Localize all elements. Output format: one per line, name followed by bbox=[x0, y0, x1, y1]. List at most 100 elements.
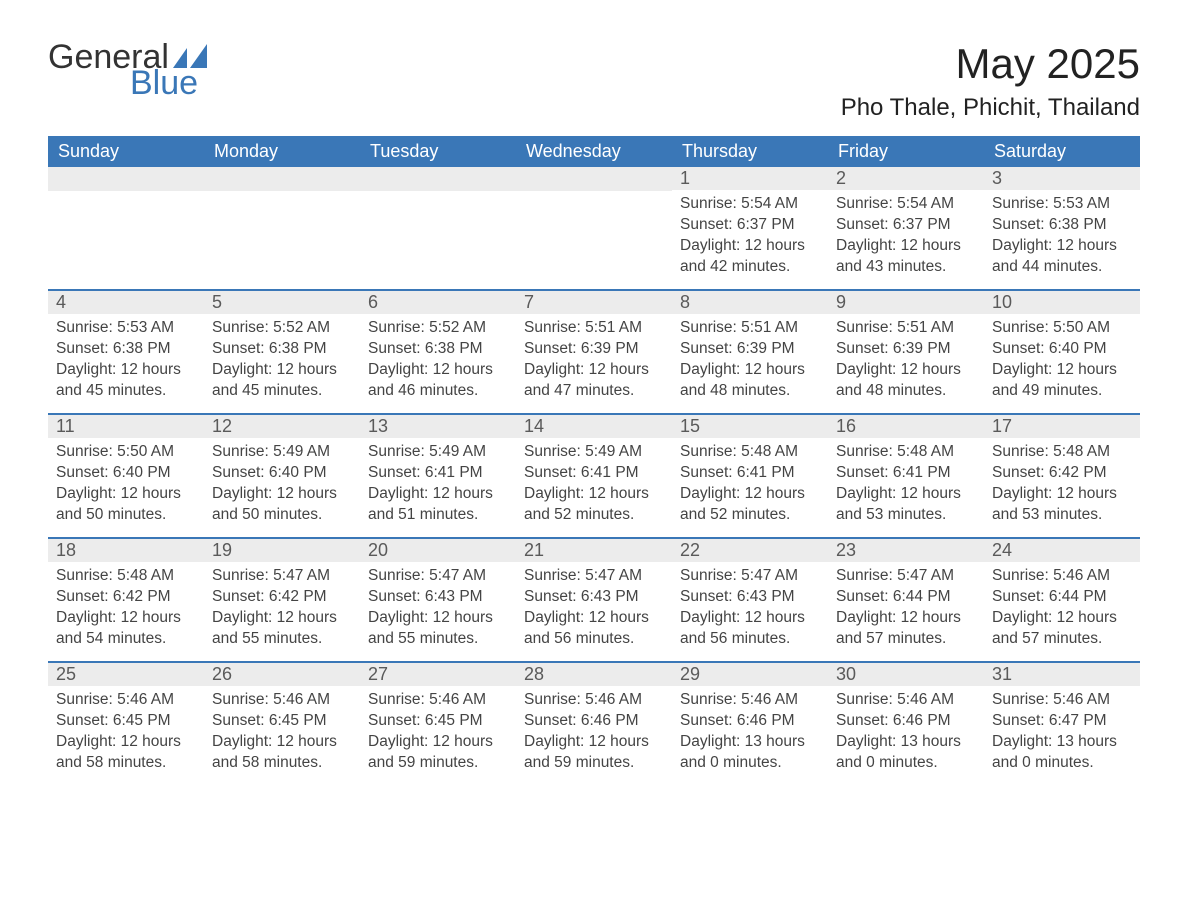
day-number: 24 bbox=[984, 539, 1140, 562]
daylight-text: Daylight: 12 hours and 59 minutes. bbox=[524, 732, 664, 774]
sunrise-text: Sunrise: 5:53 AM bbox=[56, 318, 196, 339]
day-number: 5 bbox=[204, 291, 360, 314]
logo-text-blue: Blue bbox=[130, 66, 207, 100]
weekday-header: Sunday Monday Tuesday Wednesday Thursday… bbox=[48, 136, 1140, 167]
daylight-text: Daylight: 12 hours and 51 minutes. bbox=[368, 484, 508, 526]
day-cell: 3Sunrise: 5:53 AMSunset: 6:38 PMDaylight… bbox=[984, 167, 1140, 289]
location: Pho Thale, Phichit, Thailand bbox=[841, 94, 1140, 122]
sunset-text: Sunset: 6:40 PM bbox=[212, 463, 352, 484]
day-cell: 21Sunrise: 5:47 AMSunset: 6:43 PMDayligh… bbox=[516, 539, 672, 661]
day-detail: Sunrise: 5:47 AMSunset: 6:43 PMDaylight:… bbox=[672, 562, 828, 658]
sunrise-text: Sunrise: 5:48 AM bbox=[56, 566, 196, 587]
sunrise-text: Sunrise: 5:52 AM bbox=[368, 318, 508, 339]
daylight-text: Daylight: 12 hours and 58 minutes. bbox=[212, 732, 352, 774]
day-number: 3 bbox=[984, 167, 1140, 190]
day-cell bbox=[204, 167, 360, 289]
day-detail: Sunrise: 5:46 AMSunset: 6:45 PMDaylight:… bbox=[204, 686, 360, 782]
day-cell: 10Sunrise: 5:50 AMSunset: 6:40 PMDayligh… bbox=[984, 291, 1140, 413]
day-cell bbox=[360, 167, 516, 289]
day-detail: Sunrise: 5:47 AMSunset: 6:43 PMDaylight:… bbox=[360, 562, 516, 658]
day-detail: Sunrise: 5:47 AMSunset: 6:42 PMDaylight:… bbox=[204, 562, 360, 658]
daylight-text: Daylight: 12 hours and 59 minutes. bbox=[368, 732, 508, 774]
day-cell: 20Sunrise: 5:47 AMSunset: 6:43 PMDayligh… bbox=[360, 539, 516, 661]
weekday-label: Tuesday bbox=[360, 136, 516, 167]
sunrise-text: Sunrise: 5:46 AM bbox=[680, 690, 820, 711]
day-cell: 26Sunrise: 5:46 AMSunset: 6:45 PMDayligh… bbox=[204, 663, 360, 785]
daylight-text: Daylight: 12 hours and 49 minutes. bbox=[992, 360, 1132, 402]
sunrise-text: Sunrise: 5:48 AM bbox=[680, 442, 820, 463]
weekday-label: Sunday bbox=[48, 136, 204, 167]
weekday-label: Saturday bbox=[984, 136, 1140, 167]
daylight-text: Daylight: 12 hours and 48 minutes. bbox=[680, 360, 820, 402]
day-cell: 5Sunrise: 5:52 AMSunset: 6:38 PMDaylight… bbox=[204, 291, 360, 413]
day-cell: 24Sunrise: 5:46 AMSunset: 6:44 PMDayligh… bbox=[984, 539, 1140, 661]
day-detail: Sunrise: 5:52 AMSunset: 6:38 PMDaylight:… bbox=[360, 314, 516, 410]
weekday-label: Wednesday bbox=[516, 136, 672, 167]
sunset-text: Sunset: 6:40 PM bbox=[992, 339, 1132, 360]
day-cell: 4Sunrise: 5:53 AMSunset: 6:38 PMDaylight… bbox=[48, 291, 204, 413]
day-number: 29 bbox=[672, 663, 828, 686]
day-number: 27 bbox=[360, 663, 516, 686]
daylight-text: Daylight: 13 hours and 0 minutes. bbox=[836, 732, 976, 774]
day-detail: Sunrise: 5:46 AMSunset: 6:46 PMDaylight:… bbox=[828, 686, 984, 782]
day-number: 10 bbox=[984, 291, 1140, 314]
header: General Blue May 2025 Pho Thale, Phichit… bbox=[48, 40, 1140, 122]
sunset-text: Sunset: 6:43 PM bbox=[524, 587, 664, 608]
month-title: May 2025 bbox=[841, 40, 1140, 88]
day-cell bbox=[48, 167, 204, 289]
daylight-text: Daylight: 12 hours and 53 minutes. bbox=[836, 484, 976, 526]
day-cell: 18Sunrise: 5:48 AMSunset: 6:42 PMDayligh… bbox=[48, 539, 204, 661]
day-detail: Sunrise: 5:50 AMSunset: 6:40 PMDaylight:… bbox=[984, 314, 1140, 410]
day-detail: Sunrise: 5:46 AMSunset: 6:45 PMDaylight:… bbox=[48, 686, 204, 782]
daylight-text: Daylight: 12 hours and 50 minutes. bbox=[212, 484, 352, 526]
day-cell: 29 Sunrise: 5:46 AMSunset: 6:46 PMDayligh… bbox=[672, 663, 828, 785]
day-cell: 12Sunrise: 5:49 AMSunset: 6:40 PMDayligh… bbox=[204, 415, 360, 537]
day-detail: Sunrise: 5:51 AMSunset: 6:39 PMDaylight:… bbox=[516, 314, 672, 410]
daylight-text: Daylight: 12 hours and 52 minutes. bbox=[524, 484, 664, 526]
sunset-text: Sunset: 6:40 PM bbox=[56, 463, 196, 484]
day-number bbox=[360, 167, 516, 191]
day-cell: 28Sunrise: 5:46 AMSunset: 6:46 PMDayligh… bbox=[516, 663, 672, 785]
day-number: 9 bbox=[828, 291, 984, 314]
sunset-text: Sunset: 6:45 PM bbox=[56, 711, 196, 732]
sunrise-text: Sunrise: 5:50 AM bbox=[56, 442, 196, 463]
sunrise-text: Sunrise: 5:52 AM bbox=[212, 318, 352, 339]
day-detail: Sunrise: 5:48 AMSunset: 6:41 PMDaylight:… bbox=[828, 438, 984, 534]
sunset-text: Sunset: 6:46 PM bbox=[680, 711, 820, 732]
day-number: 22 bbox=[672, 539, 828, 562]
sunrise-text: Sunrise: 5:49 AM bbox=[368, 442, 508, 463]
day-number: 23 bbox=[828, 539, 984, 562]
sunrise-text: Sunrise: 5:50 AM bbox=[992, 318, 1132, 339]
day-number: 8 bbox=[672, 291, 828, 314]
day-number: 2 bbox=[828, 167, 984, 190]
daylight-text: Daylight: 12 hours and 52 minutes. bbox=[680, 484, 820, 526]
sunrise-text: Sunrise: 5:53 AM bbox=[992, 194, 1132, 215]
sunset-text: Sunset: 6:38 PM bbox=[212, 339, 352, 360]
daylight-text: Daylight: 12 hours and 48 minutes. bbox=[836, 360, 976, 402]
day-detail: Sunrise: 5:48 AMSunset: 6:42 PMDaylight:… bbox=[48, 562, 204, 658]
day-cell: 22Sunrise: 5:47 AMSunset: 6:43 PMDayligh… bbox=[672, 539, 828, 661]
daylight-text: Daylight: 13 hours and 0 minutes. bbox=[680, 732, 820, 774]
day-cell: 14Sunrise: 5:49 AMSunset: 6:41 PMDayligh… bbox=[516, 415, 672, 537]
day-cell: 25Sunrise: 5:46 AMSunset: 6:45 PMDayligh… bbox=[48, 663, 204, 785]
day-cell: 23Sunrise: 5:47 AMSunset: 6:44 PMDayligh… bbox=[828, 539, 984, 661]
sunrise-text: Sunrise: 5:46 AM bbox=[524, 690, 664, 711]
day-detail: Sunrise: 5:53 AMSunset: 6:38 PMDaylight:… bbox=[984, 190, 1140, 286]
sunrise-text: Sunrise: 5:47 AM bbox=[680, 566, 820, 587]
day-detail: Sunrise: 5:49 AMSunset: 6:41 PMDaylight:… bbox=[360, 438, 516, 534]
sunset-text: Sunset: 6:43 PM bbox=[368, 587, 508, 608]
daylight-text: Daylight: 12 hours and 53 minutes. bbox=[992, 484, 1132, 526]
daylight-text: Daylight: 12 hours and 43 minutes. bbox=[836, 236, 976, 278]
day-detail: Sunrise: 5:48 AMSunset: 6:42 PMDaylight:… bbox=[984, 438, 1140, 534]
sunset-text: Sunset: 6:38 PM bbox=[56, 339, 196, 360]
day-number: 6 bbox=[360, 291, 516, 314]
day-cell: 6Sunrise: 5:52 AMSunset: 6:38 PMDaylight… bbox=[360, 291, 516, 413]
day-number: 12 bbox=[204, 415, 360, 438]
day-number: 30 bbox=[828, 663, 984, 686]
day-detail: Sunrise: 5:46 AMSunset: 6:47 PMDaylight:… bbox=[984, 686, 1140, 782]
sunrise-text: Sunrise: 5:48 AM bbox=[836, 442, 976, 463]
sunset-text: Sunset: 6:45 PM bbox=[368, 711, 508, 732]
sunrise-text: Sunrise: 5:47 AM bbox=[524, 566, 664, 587]
day-cell: 2Sunrise: 5:54 AMSunset: 6:37 PMDaylight… bbox=[828, 167, 984, 289]
day-cell: 27Sunrise: 5:46 AMSunset: 6:45 PMDayligh… bbox=[360, 663, 516, 785]
